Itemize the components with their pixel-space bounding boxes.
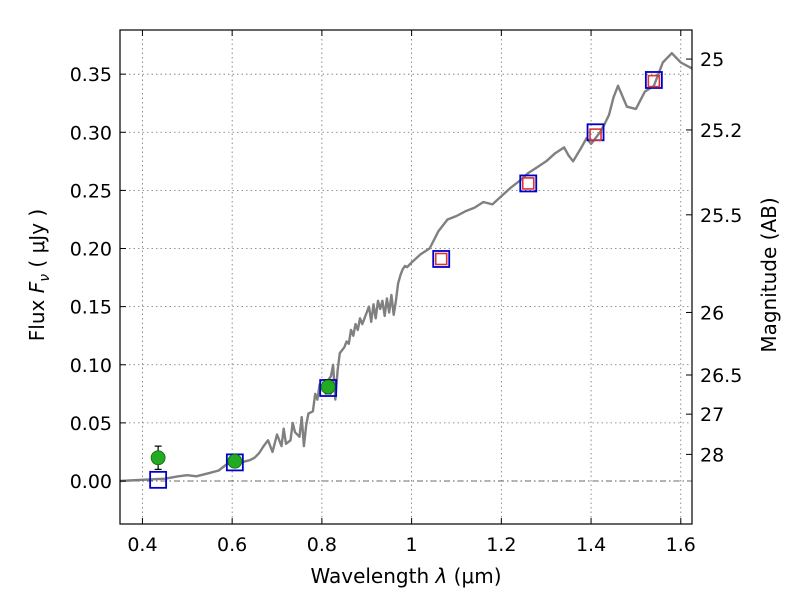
y-tick-label: 0.20 — [70, 239, 112, 261]
tick-layer: 0.4 0.6 0.8 1 1.2 1.4 1.6 0.00 0.05 0.10 0.15 0.20 0… — [70, 30, 742, 556]
model-flux-square — [644, 71, 663, 89]
y-tick-label: 0.10 — [70, 355, 112, 377]
y-tick-label: 0.15 — [70, 297, 112, 319]
photometry-square — [589, 128, 602, 141]
magnitude-tick-label: 26 — [700, 302, 724, 324]
y-tick-label: 0.05 — [70, 413, 112, 435]
photometry-square — [521, 177, 535, 190]
y-tick-label: 0.00 — [70, 471, 112, 493]
magnitude-tick-label: 25 — [700, 49, 724, 71]
x-tick-label: 1.2 — [486, 534, 516, 556]
y-tick-label: 0.30 — [70, 122, 112, 144]
observed-flux-point — [227, 453, 243, 469]
x-tick-label: 0.6 — [217, 534, 247, 556]
photometry-square — [647, 74, 661, 88]
y-axis-label: Flux Fν ( μJy ) — [25, 209, 53, 341]
plot-frame — [119, 29, 693, 525]
magnitude-tick-label: 28 — [700, 444, 724, 466]
spectrum-line — [119, 52, 693, 483]
magnitude-tick-label: 26.5 — [700, 365, 742, 387]
magnitude-tick-label: 25.2 — [700, 120, 742, 142]
magnitude-tick-label: 27 — [700, 404, 724, 426]
observed-flux-point — [150, 450, 166, 466]
x-tick-label: 1.6 — [666, 534, 696, 556]
magnitude-tick-label: 25.5 — [700, 205, 742, 227]
x-tick-label: 0.4 — [127, 534, 157, 556]
model-flux-square — [149, 470, 168, 489]
x-axis-label: Wavelength λ (μm) — [310, 564, 501, 588]
model-flux-square — [432, 250, 451, 268]
photometry-square — [434, 252, 448, 266]
y-tick-label: 0.35 — [70, 64, 112, 86]
model-flux-square — [519, 174, 538, 193]
x-tick-label: 0.8 — [307, 534, 337, 556]
y-tick-label: 0.25 — [70, 180, 112, 202]
grid-layer — [120, 30, 692, 524]
x-tick-label: 1.4 — [576, 534, 606, 556]
observed-flux-point — [320, 379, 336, 395]
y2-axis-label: Magnitude (AB) — [757, 197, 781, 352]
x-tick-label: 1 — [406, 534, 418, 556]
data-layer — [119, 52, 693, 489]
